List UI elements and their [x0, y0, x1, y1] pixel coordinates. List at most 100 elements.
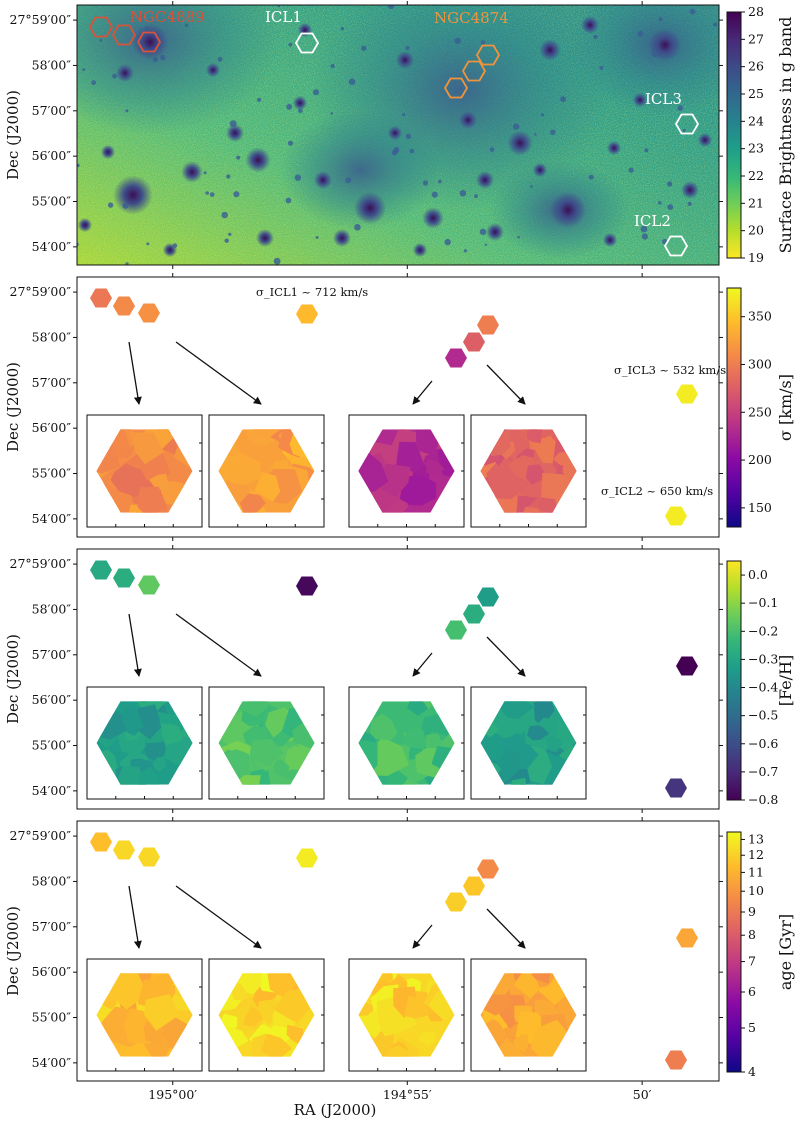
sb-source: [132, 24, 168, 60]
inset-spaxel: [358, 452, 389, 494]
sb-faint-source: [348, 78, 356, 85]
x-tick-label: 50′: [633, 1087, 652, 1102]
sb-faint-source: [474, 194, 478, 199]
sb-faint-source: [484, 243, 488, 246]
sb-source: [539, 39, 561, 61]
y-tick-label: 55′00″: [32, 738, 72, 753]
colorbar-tick-label: 250: [748, 404, 772, 419]
ifu-hexagon-outline: [461, 60, 487, 82]
inset-spaxel: [242, 1006, 263, 1027]
inset-spaxel: [521, 506, 543, 513]
sb-faint-source: [313, 89, 319, 96]
inset-spaxel: [273, 758, 290, 776]
colorbar-tick-label: −0.8: [748, 792, 778, 807]
colorbar-tick-label: 300: [748, 356, 772, 371]
sigma-label-icl2: σ_ICL2 ~ 650 km/s: [601, 484, 713, 498]
colorbar-tick-label: 11: [748, 864, 764, 879]
sb-source: [100, 144, 116, 160]
inset-spaxel: [508, 973, 545, 998]
sb-faint-source: [444, 238, 451, 246]
panel-metallicity: 27°59′00″ 58′00″ 57′00″ 56′00″ 55′00″ 54′00″ D…: [4, 545, 723, 813]
ifu-hexagon: [477, 859, 499, 879]
sb-faint-source: [682, 128, 686, 132]
sb-source: [532, 162, 548, 178]
colorbar-tick-label: 4: [748, 1064, 756, 1079]
sb-halo: [280, 110, 440, 230]
inset-spaxel: [370, 713, 398, 741]
ifu-hexagon: [138, 847, 160, 867]
sb-faint-source: [438, 179, 442, 184]
sb-faint-source: [286, 103, 293, 110]
sb-faint-source: [689, 8, 696, 15]
sb-faint-source: [146, 242, 150, 246]
x-tick-label: 194°55′: [383, 1087, 432, 1102]
sb-source: [314, 171, 332, 189]
colorbar-tick-label: 150: [748, 500, 772, 515]
ifu-hexagon-outline: [294, 32, 320, 54]
inset-spaxel: [399, 474, 437, 506]
inset-spaxel: [527, 429, 543, 444]
sb-faint-source: [658, 17, 663, 22]
sb-source: [412, 242, 428, 258]
sb-faint-source: [517, 235, 520, 239]
inset-spaxel: [149, 473, 170, 492]
sb-faint-source: [277, 5, 281, 8]
panel-surface-brightness: NGC4889 ICL1 NGC4874 ICL3 ICL2 27°59′00″ 58′00…: [4, 1, 723, 269]
inset-spaxel: [286, 1024, 304, 1045]
sb-faint-source: [644, 148, 649, 153]
inset-arrow: [412, 380, 433, 405]
sb-source: [606, 140, 622, 156]
inset-arrow: [175, 613, 262, 677]
sb-source: [292, 95, 308, 111]
annotation-icl1: ICL1: [265, 8, 302, 26]
colorbar-gradient: [726, 287, 742, 528]
sb-faint-source: [285, 197, 292, 204]
ifu-hexagon: [665, 778, 687, 798]
colorbar-tick-label: 21: [748, 195, 764, 210]
colorbar-tick-label: 6: [748, 984, 756, 999]
inset-arrow: [486, 636, 526, 677]
sb-source: [116, 64, 134, 82]
colorbar-label: age [Gyr]: [776, 914, 795, 990]
sb-source: [387, 125, 403, 141]
colorbar-tick-label: −0.4: [748, 680, 778, 695]
inset-spaxel: [255, 429, 280, 438]
sb-source: [205, 62, 221, 78]
inset-arrow: [486, 908, 526, 949]
ifu-hexagon-outline: [136, 31, 162, 53]
ifu-hexagon: [113, 840, 135, 860]
colorbar-tick-label: 24: [748, 113, 764, 128]
sb-faint-source: [184, 23, 189, 28]
annotation-icl2: ICL2: [634, 212, 671, 230]
sb-faint-source: [160, 54, 166, 61]
ifu-hexagon: [113, 568, 135, 588]
sb-faint-source: [340, 27, 345, 31]
sb-faint-source: [203, 171, 207, 175]
inset-spaxel: [508, 777, 527, 785]
inset-spaxel: [138, 766, 160, 785]
inset-spaxel: [237, 493, 266, 513]
colorbar-tick-label: 10: [748, 883, 764, 898]
inset-spaxel: [144, 994, 180, 1031]
sb-faint-source: [402, 113, 406, 117]
y-axis-label: Dec (J2000): [4, 906, 22, 996]
sb-faint-source: [667, 204, 674, 211]
sb-faint-source: [205, 191, 209, 195]
inset-spaxel: [492, 1037, 527, 1057]
inset-spaxel: [527, 725, 550, 741]
sb-faint-source: [233, 191, 240, 198]
y-tick-label: 54′00″: [32, 239, 72, 254]
sb-source: [681, 181, 699, 199]
sb-faint-source: [228, 232, 232, 236]
x-axis-label: RA (J2000): [294, 1101, 377, 1119]
y-tick-label: 27°59′00″: [10, 284, 72, 299]
sb-faint-source: [405, 45, 410, 51]
ifu-hexagon: [463, 332, 485, 352]
colorbar-gradient: [726, 11, 742, 259]
inset-arrow: [412, 924, 433, 949]
sb-faint-source: [224, 238, 229, 243]
ifu-hexagon-outline: [674, 113, 700, 135]
sb-faint-source: [409, 148, 415, 154]
